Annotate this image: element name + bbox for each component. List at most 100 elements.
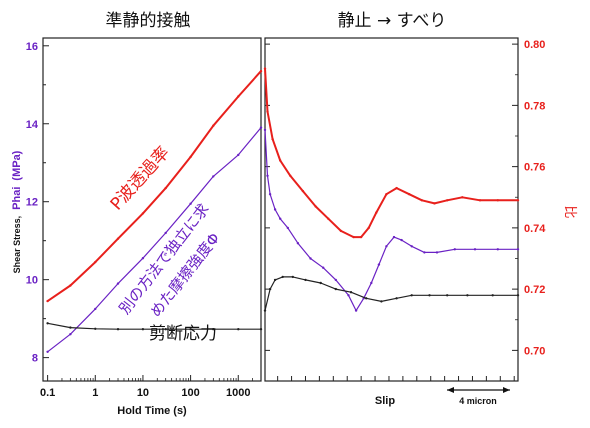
right-purple-series-point (286, 226, 289, 230)
right-purple-series-point (385, 245, 388, 248)
left-y-tick-label: 10 (26, 275, 38, 287)
left-plot-frame (42, 37, 262, 382)
left-black-series-point (141, 328, 145, 331)
right-x-axis-label: Slip (375, 395, 395, 407)
left-red-series-point (189, 155, 192, 159)
left-purple-series-point (69, 333, 72, 336)
right-red-series-point (446, 199, 449, 202)
svg-text:Shear Stress,Phai(MPa): Shear Stress, Phai (MPa) (11, 150, 23, 273)
right-black-series-point (334, 287, 337, 291)
right-purple-series-point (273, 208, 277, 211)
right-black-series-point (281, 275, 284, 279)
left-black-series-point (46, 322, 49, 325)
left-black-series-point (164, 328, 167, 331)
left-red-series-point (116, 237, 120, 240)
right-purple-series-point (347, 294, 350, 297)
right-red-series-point (289, 174, 292, 177)
right-axis-ticks: 0.70 0.72 0.74 0.76 0.78 0.80 (265, 39, 546, 381)
left-red-series-point (259, 69, 263, 73)
left-y-tick-label: 16 (26, 41, 38, 53)
left-x-tick-label: 100 (181, 387, 199, 399)
left-black-series-point (189, 328, 192, 331)
right-red-series-point (385, 193, 388, 196)
right-black-series-point (446, 294, 449, 297)
right-purple-series-point (473, 248, 477, 251)
left-y-tick-label: 12 (26, 197, 38, 209)
right-purple-series-point (423, 251, 426, 254)
right-black-series-point (410, 294, 413, 297)
right-red-series-point (271, 137, 274, 141)
left-purple-series-point (141, 257, 145, 260)
left-red-series-point (237, 95, 240, 98)
left-red-series-line (47, 70, 262, 302)
right-purple-series-point (268, 193, 272, 196)
right-black-series-point (491, 294, 494, 297)
right-red-series-point (339, 229, 343, 233)
left-black-series-point (94, 327, 97, 330)
right-red-series-point (461, 196, 464, 199)
left-purple-series-point (189, 202, 192, 205)
right-black-series-point (263, 309, 267, 312)
y-label-phai: Phai (11, 187, 23, 210)
right-purple-series-point (354, 309, 358, 312)
right-red-series-point (395, 186, 398, 190)
right-black-series-point (428, 294, 431, 297)
right-purple-series-point (435, 251, 439, 254)
right-purple-series-point (453, 248, 456, 251)
y-label-shear: Shear Stress, (12, 216, 22, 274)
left-panel-title: 準静的接触 (106, 11, 191, 31)
right-black-series-point (365, 297, 368, 300)
left-red-series-point (46, 299, 49, 303)
right-panel-title: 静止 → すべり (338, 11, 447, 31)
right-red-series-point (375, 211, 378, 214)
right-y-label-text: 比 (562, 205, 577, 218)
right-black-series-line (264, 276, 518, 311)
right-purple-series-point (370, 281, 373, 285)
left-x-tick-label: 0.1 (40, 387, 55, 399)
left-black-series-point (259, 328, 263, 331)
left-x-tick-label: 1000 (226, 387, 250, 399)
scale-bar: 4 micron (447, 387, 510, 406)
right-black-series-point (273, 278, 277, 282)
left-series-group (46, 69, 263, 353)
left-black-series-point (237, 328, 240, 331)
y-label-unit: (MPa) (11, 150, 23, 180)
right-red-series-point (263, 67, 267, 70)
left-purple-series-point (237, 153, 240, 157)
annotation-red: P波透過率 (107, 143, 174, 215)
right-red-series-point (352, 235, 355, 239)
left-purple-series-line (47, 127, 262, 353)
right-black-series-point (291, 275, 294, 279)
right-purple-series-line (264, 129, 518, 312)
right-red-series-line (264, 68, 518, 239)
right-y-tick-label: 0.72 (524, 284, 545, 296)
left-axis-ticks: 8 10 12 14 16 0.1 1 10 100 1000 (26, 41, 262, 399)
right-red-series-point (408, 193, 411, 196)
left-x-tick-label: 1 (92, 387, 98, 399)
right-red-series-point (314, 205, 317, 208)
right-black-series-point (304, 278, 307, 282)
right-purple-series-point (279, 217, 282, 220)
right-black-series-point (319, 281, 322, 285)
left-black-series-point (116, 328, 120, 331)
right-red-series-point (301, 189, 305, 193)
right-purple-series-point (266, 174, 269, 177)
right-black-series-point (466, 294, 469, 297)
right-y-tick-label: 0.80 (524, 39, 545, 51)
left-red-series-point (69, 284, 72, 287)
left-red-series-point (94, 260, 97, 264)
right-red-series-point (433, 202, 436, 205)
left-y-tick-label: 8 (32, 353, 38, 365)
left-red-series-point (141, 212, 145, 215)
right-red-series-point (478, 199, 482, 202)
right-purple-series-point (516, 248, 520, 251)
right-y-tick-label: 0.76 (524, 162, 545, 174)
left-purple-series-point (116, 282, 120, 285)
right-purple-series-point (334, 278, 337, 282)
right-purple-series-point (377, 263, 381, 266)
left-red-series-point (164, 186, 167, 190)
right-plot-frame (264, 37, 519, 382)
right-red-series-point (367, 226, 370, 230)
left-purple-series-point (212, 175, 215, 178)
